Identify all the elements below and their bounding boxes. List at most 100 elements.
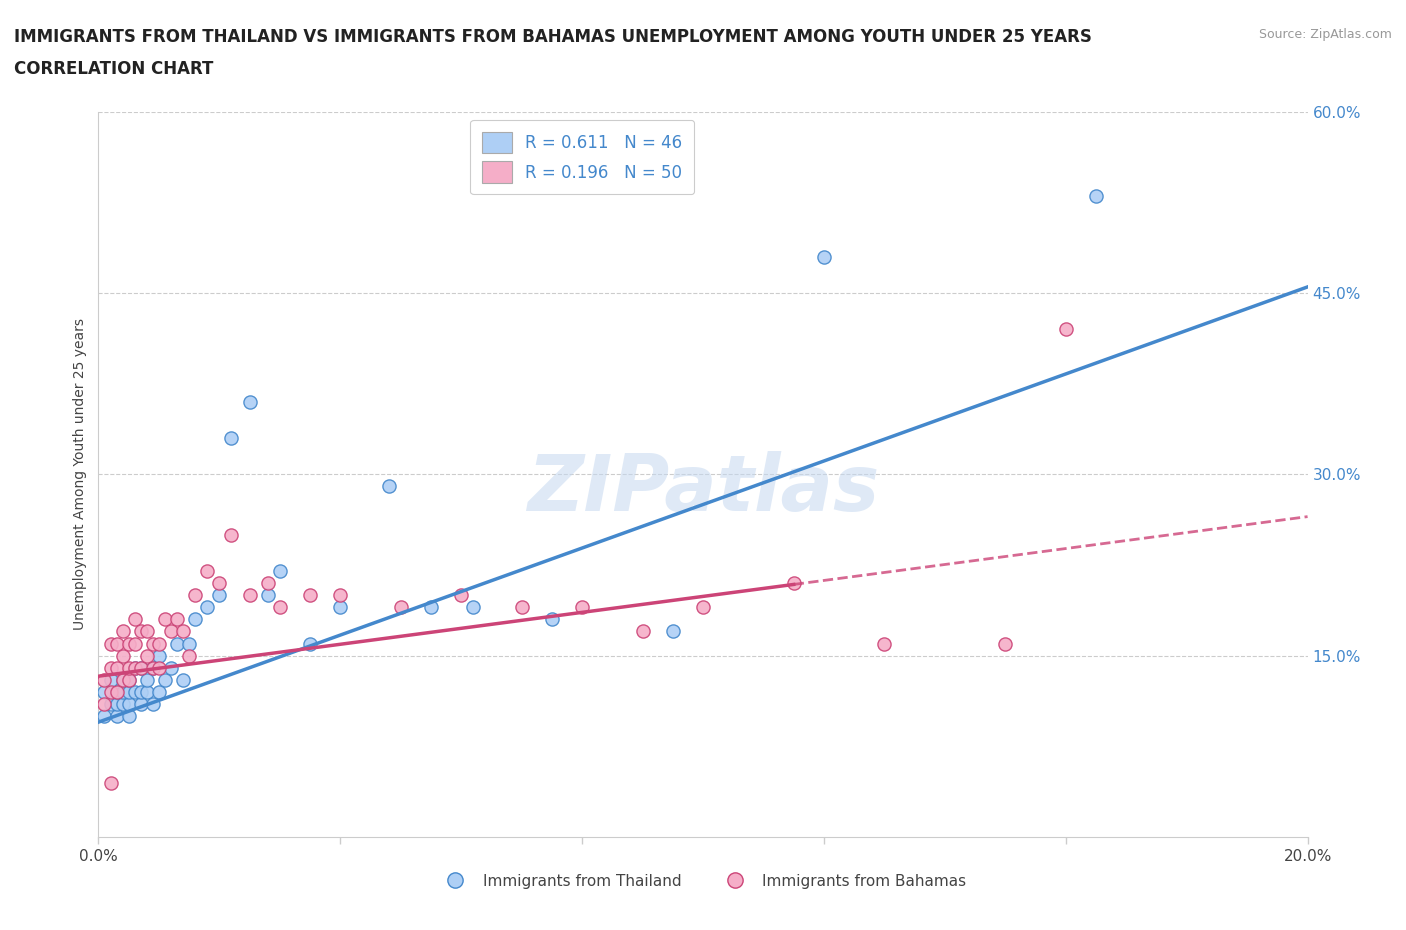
Point	[142, 636, 165, 651]
Point	[166, 612, 188, 627]
Point	[256, 588, 278, 603]
Point	[135, 648, 157, 663]
Point	[256, 576, 278, 591]
Point	[93, 672, 115, 687]
Point	[100, 684, 122, 699]
Point	[129, 624, 152, 639]
Point	[118, 684, 141, 699]
Point	[100, 672, 122, 687]
Point	[135, 684, 157, 699]
Point	[160, 660, 183, 675]
Point	[148, 660, 170, 675]
Point	[299, 636, 322, 651]
Point	[450, 588, 472, 603]
Text: CORRELATION CHART: CORRELATION CHART	[14, 60, 214, 78]
Point	[118, 709, 141, 724]
Point	[124, 660, 146, 675]
Point	[184, 588, 207, 603]
Point	[129, 684, 152, 699]
Point	[160, 624, 183, 639]
Point	[100, 776, 122, 790]
Point	[142, 660, 165, 675]
Point	[420, 600, 443, 615]
Point	[153, 672, 176, 687]
Point	[239, 588, 262, 603]
Point	[299, 588, 322, 603]
Point	[208, 576, 231, 591]
Point	[661, 624, 683, 639]
Point	[118, 672, 141, 687]
Point	[100, 636, 122, 651]
Point	[184, 612, 207, 627]
Point	[124, 612, 146, 627]
Point	[105, 697, 128, 711]
Point	[105, 709, 128, 724]
Point	[105, 684, 128, 699]
Point	[118, 660, 141, 675]
Point	[93, 684, 115, 699]
Point	[124, 684, 146, 699]
Point	[124, 636, 146, 651]
Point	[631, 624, 654, 639]
Point	[100, 697, 122, 711]
Point	[124, 660, 146, 675]
Point	[111, 672, 134, 687]
Point	[105, 636, 128, 651]
Point	[329, 588, 352, 603]
Point	[195, 564, 218, 578]
Point	[994, 636, 1017, 651]
Point	[269, 600, 291, 615]
Point	[118, 636, 141, 651]
Point	[873, 636, 896, 651]
Point	[111, 697, 134, 711]
Y-axis label: Unemployment Among Youth under 25 years: Unemployment Among Youth under 25 years	[73, 318, 87, 631]
Point	[148, 684, 170, 699]
Point	[118, 697, 141, 711]
Point	[142, 697, 165, 711]
Point	[172, 672, 194, 687]
Point	[377, 479, 399, 494]
Point	[105, 684, 128, 699]
Point	[148, 636, 170, 651]
Point	[329, 600, 352, 615]
Point	[93, 697, 115, 711]
Point	[389, 600, 412, 615]
Point	[239, 394, 262, 409]
Point	[813, 249, 835, 264]
Point	[111, 672, 134, 687]
Point	[783, 576, 806, 591]
Point	[100, 660, 122, 675]
Point	[129, 697, 152, 711]
Point	[148, 648, 170, 663]
Point	[129, 660, 152, 675]
Text: Source: ZipAtlas.com: Source: ZipAtlas.com	[1258, 28, 1392, 41]
Point	[111, 684, 134, 699]
Point	[463, 600, 485, 615]
Point	[221, 527, 243, 542]
Point	[142, 660, 165, 675]
Point	[179, 648, 201, 663]
Legend: Immigrants from Thailand, Immigrants from Bahamas: Immigrants from Thailand, Immigrants fro…	[433, 868, 973, 895]
Point	[135, 624, 157, 639]
Point	[172, 624, 194, 639]
Point	[510, 600, 533, 615]
Point	[111, 624, 134, 639]
Point	[129, 660, 152, 675]
Point	[540, 612, 562, 627]
Point	[153, 612, 176, 627]
Point	[269, 564, 291, 578]
Point	[571, 600, 593, 615]
Point	[118, 672, 141, 687]
Point	[111, 648, 134, 663]
Point	[221, 431, 243, 445]
Point	[1054, 322, 1077, 337]
Point	[208, 588, 231, 603]
Point	[195, 600, 218, 615]
Point	[1085, 189, 1108, 204]
Point	[179, 636, 201, 651]
Point	[93, 709, 115, 724]
Point	[166, 636, 188, 651]
Point	[692, 600, 714, 615]
Point	[105, 660, 128, 675]
Point	[135, 672, 157, 687]
